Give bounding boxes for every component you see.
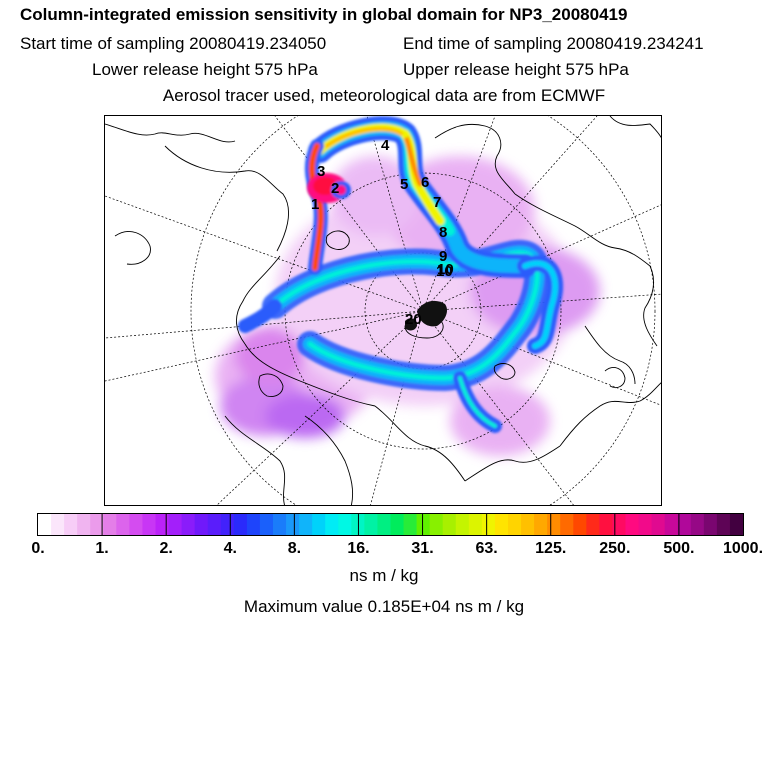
colorbar-tick-labels: 0. 1. 2. 4. 8. 16. 31. 63. 125. 250. 500…: [0, 540, 768, 560]
colorbar-swatch: [716, 514, 731, 535]
colorbar-swatch: [547, 514, 561, 535]
colorbar-svg: [38, 514, 743, 535]
central-landmass: [405, 300, 448, 331]
colorbar-swatch: [325, 514, 339, 535]
colorbar-swatch: [638, 514, 653, 535]
sensitivity-plume: [238, 116, 564, 433]
colorbar-swatch: [494, 514, 509, 535]
colorbar-swatch: [220, 514, 235, 535]
colorbar-swatch: [690, 514, 705, 535]
colorbar-swatch: [651, 514, 666, 535]
colorbar-tick-label: 125.: [535, 540, 567, 557]
colorbar-swatch: [534, 514, 548, 535]
trajectory-label: 10: [437, 261, 454, 278]
colorbar-swatch: [573, 514, 587, 535]
colorbar-swatch: [142, 514, 157, 535]
plot-title: Column-integrated emission sensitivity i…: [20, 5, 628, 24]
colorbar-swatch: [64, 514, 78, 535]
colorbar-swatch: [625, 514, 640, 535]
trajectory-label: 1: [311, 196, 319, 213]
colorbar-swatch: [194, 514, 209, 535]
trajectory-labels: 1 2 3 4 5 6 7 8 9 10 10 20: [311, 137, 454, 328]
colorbar-tick-label: 4.: [223, 540, 237, 557]
colorbar-swatch: [299, 514, 313, 535]
colorbar-swatch: [612, 514, 627, 535]
colorbar-swatch: [103, 514, 117, 535]
trajectory-label: 6: [421, 174, 429, 191]
map-svg: 1 2 3 4 5 6 7 8 9 10 10 20: [105, 116, 661, 505]
colorbar-swatch: [677, 514, 692, 535]
lower-release-height-label: Lower release height 575 hPa: [92, 60, 318, 79]
colorbar-swatch: [273, 514, 287, 535]
trajectory-label: 9: [439, 248, 447, 265]
colorbar-swatch: [168, 514, 183, 535]
colorbar-tick-label: 2.: [159, 540, 173, 557]
colorbar-swatch: [481, 514, 496, 535]
colorbar-swatch: [338, 514, 352, 535]
colorbar-units: ns m / kg: [349, 566, 419, 585]
colorbar-swatch: [390, 514, 405, 535]
colorbar-tick-label: 250.: [599, 540, 631, 557]
trajectory-label: 7: [433, 194, 441, 211]
colorbar-tick-label: 1000.: [722, 540, 764, 557]
colorbar-swatch: [455, 514, 470, 535]
colorbar-tick-label: 16.: [347, 540, 370, 557]
colorbar-tick-label: 500.: [663, 540, 695, 557]
start-time-label: Start time of sampling 20080419.234050: [20, 34, 327, 53]
maximum-value-label: Maximum value 0.185E+04 ns m / kg: [243, 597, 525, 616]
colorbar-swatch: [259, 514, 274, 535]
colorbar-swatch: [51, 514, 65, 535]
colorbar-tick-label: 1.: [95, 540, 109, 557]
colorbar-swatch: [442, 514, 457, 535]
trajectory-label: 4: [381, 137, 390, 154]
colorbar-swatch: [129, 514, 144, 535]
colorbar-swatch: [599, 514, 614, 535]
trajectory-label: 8: [439, 224, 447, 241]
colorbar-swatch: [508, 514, 522, 535]
colorbar-swatch: [403, 514, 418, 535]
colorbar-swatch: [377, 514, 392, 535]
colorbar-swatch: [416, 514, 431, 535]
trajectory-label: 20: [405, 311, 422, 328]
colorbar-tick-label: 63.: [475, 540, 498, 557]
trajectory-label: 10: [436, 263, 453, 280]
colorbar-swatch: [90, 514, 104, 535]
trajectory-label: 3: [317, 163, 325, 180]
colorbar-swatch: [429, 514, 444, 535]
trajectory-label: 2: [331, 180, 339, 197]
trajectory-label: 5: [400, 176, 408, 193]
tracer-info-label: Aerosol tracer used, meteorological data…: [162, 86, 606, 105]
colorbar-swatch: [286, 514, 300, 535]
high-sensitivity-core: [307, 173, 351, 203]
colorbar-swatch: [77, 514, 91, 535]
colorbar: [37, 513, 744, 536]
colorbar-swatch: [233, 514, 248, 535]
upper-release-height-label: Upper release height 575 hPa: [403, 60, 629, 79]
colorbar-swatch: [560, 514, 574, 535]
colorbar-swatch: [116, 514, 130, 535]
colorbar-tick-label: 0.: [31, 540, 45, 557]
colorbar-swatch: [246, 514, 261, 535]
colorbar-tick-label: 31.: [411, 540, 434, 557]
colorbar-swatch: [664, 514, 679, 535]
colorbar-swatch: [207, 514, 222, 535]
colorbar-swatch: [703, 514, 718, 535]
end-time-label: End time of sampling 20080419.234241: [403, 34, 704, 53]
colorbar-swatch: [155, 514, 170, 535]
colorbar-swatch: [38, 514, 52, 535]
coastlines: [105, 116, 661, 505]
colorbar-swatch: [181, 514, 196, 535]
colorbar-swatch: [312, 514, 326, 535]
colorbar-swatch: [521, 514, 535, 535]
graticule: [105, 116, 661, 505]
sensitivity-map: 1 2 3 4 5 6 7 8 9 10 10 20: [104, 115, 662, 506]
colorbar-swatch: [468, 514, 483, 535]
colorbar-swatch: [364, 514, 379, 535]
colorbar-swatch: [729, 514, 743, 535]
colorbar-tick-label: 8.: [287, 540, 302, 557]
colorbar-swatch: [586, 514, 600, 535]
